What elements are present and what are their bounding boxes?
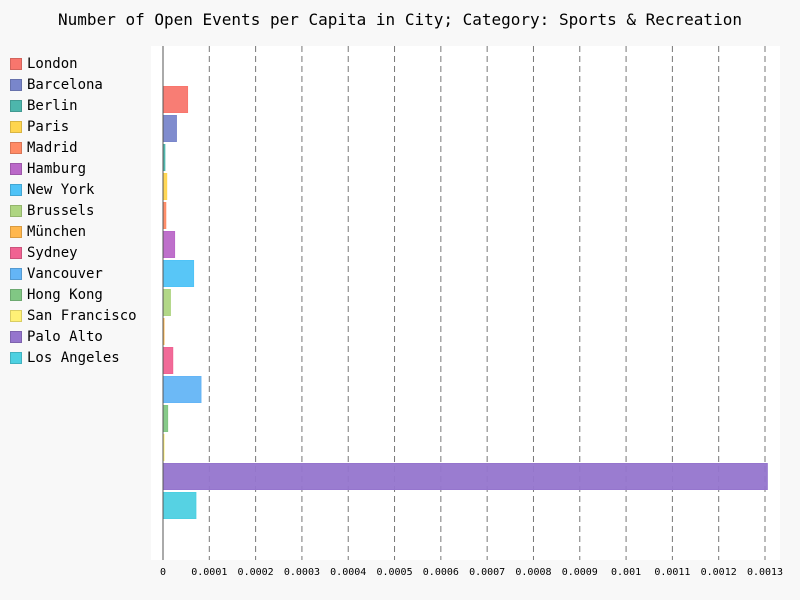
x-tick-label: 0.0009 (562, 567, 598, 578)
legend-label: Madrid (27, 139, 78, 156)
bar-new-york (162, 260, 195, 287)
x-tick-label: 0.0003 (284, 567, 320, 578)
legend-label: San Francisco (27, 307, 137, 324)
legend-swatch (10, 183, 22, 196)
bar-london (162, 86, 189, 113)
legend-swatch (10, 141, 22, 154)
legend-item: New York (10, 179, 150, 200)
legend-label: Sydney (27, 244, 78, 261)
x-tick-labels: 0 0.0001 0.0002 0.0003 0.0004 0.0005 0.0006 0.0… (160, 567, 783, 578)
legend-label: Berlin (27, 97, 78, 114)
legend-swatch (10, 78, 22, 91)
legend-swatch (10, 267, 22, 280)
legend-label: Hong Kong (27, 286, 103, 303)
x-tick-label: 0.0013 (747, 567, 783, 578)
x-tick-label: 0.0008 (515, 567, 551, 578)
bar-vancouver (162, 376, 202, 403)
legend-item: London (10, 53, 150, 74)
bar-brussels (162, 289, 171, 316)
legend-label: Los Angeles (27, 349, 120, 366)
legend-item: Sydney (10, 242, 150, 263)
legend-label: Brussels (27, 202, 95, 219)
legend-swatch (10, 288, 22, 301)
legend-label: Vancouver (27, 265, 103, 282)
legend-swatch (10, 309, 22, 322)
x-tick-label: 0.001 (611, 567, 641, 578)
x-tick-label: 0.0012 (701, 567, 737, 578)
legend-item: Paris (10, 116, 150, 137)
legend-swatch (10, 99, 22, 112)
bar-los-angeles (162, 492, 197, 519)
grid-lines (208, 46, 766, 560)
x-tick-label: 0.0006 (423, 567, 459, 578)
legend-item: San Francisco (10, 305, 150, 326)
bar-sydney (162, 347, 174, 374)
x-tick-label: 0.0011 (654, 567, 690, 578)
legend-item: Madrid (10, 137, 150, 158)
legend-item: Berlin (10, 95, 150, 116)
legend-label: Paris (27, 118, 70, 135)
x-tick-label: 0 (160, 567, 166, 578)
legend-label: London (27, 55, 78, 72)
x-tick-label: 0.0007 (469, 567, 505, 578)
bar-palo-alto (162, 463, 768, 490)
legend-label: Barcelona (27, 76, 103, 93)
x-tick-label: 0.0002 (238, 567, 274, 578)
legend-swatch (10, 225, 22, 238)
legend-label: New York (27, 181, 95, 198)
legend-item: Hamburg (10, 158, 150, 179)
bar-paris (162, 173, 168, 200)
bar-hamburg (162, 231, 176, 258)
legend-item: Brussels (10, 200, 150, 221)
legend-swatch (10, 246, 22, 259)
legend-label: Palo Alto (27, 328, 103, 345)
legend-label: München (27, 223, 87, 240)
legend-item: Hong Kong (10, 284, 150, 305)
legend-item: Palo Alto (10, 326, 150, 347)
legend-item: Barcelona (10, 74, 150, 95)
legend-swatch (10, 351, 22, 364)
legend-item: Vancouver (10, 263, 150, 284)
legend-swatch (10, 57, 22, 70)
legend-swatch (10, 162, 22, 175)
chart-title: Number of Open Events per Capita in City… (58, 10, 742, 29)
legend-label: Hamburg (27, 160, 87, 177)
legend-swatch (10, 120, 22, 133)
legend: London Barcelona Berlin Paris Madrid Hamburg N… (10, 53, 150, 368)
legend-swatch (10, 204, 22, 217)
x-tick-label: 0.0004 (330, 567, 366, 578)
legend-item: München (10, 221, 150, 242)
bar-hong-kong (162, 405, 169, 432)
bar-barcelona (162, 115, 177, 142)
bars (162, 86, 768, 519)
legend-item: Los Angeles (10, 347, 150, 368)
x-tick-label: 0.0001 (191, 567, 227, 578)
legend-swatch (10, 330, 22, 343)
x-tick-label: 0.0005 (376, 567, 412, 578)
